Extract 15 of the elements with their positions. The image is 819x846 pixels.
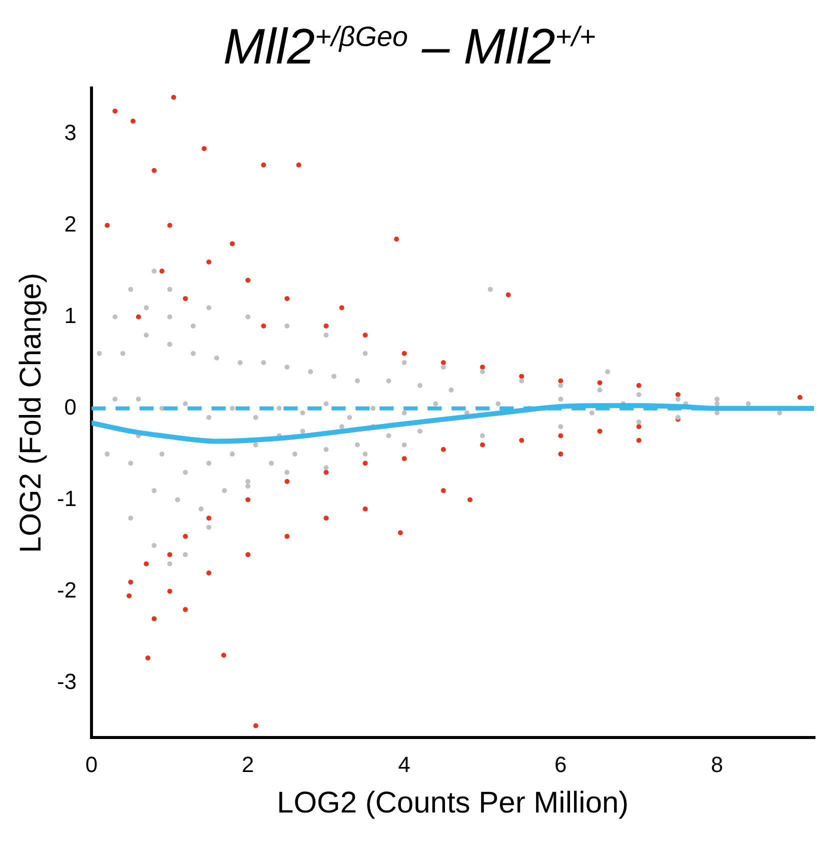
x-tick-label: 8 (710, 752, 724, 777)
y-tick-label: 1 (64, 302, 77, 328)
x-axis-title: LOG2 (Counts Per Million) (276, 786, 629, 820)
x-tick-label: 6 (554, 752, 567, 777)
y-tick-label: -3 (57, 668, 77, 694)
x-tick-label: 0 (85, 752, 98, 777)
chart-title: Mll2$^{+/βGeo}$ – Mll2$^{+/+}$ (222, 18, 597, 77)
x-tick-label: 2 (242, 752, 254, 777)
y-tick-label: -1 (57, 486, 77, 511)
y-tick-label: -2 (57, 577, 77, 602)
x-tick-label: 4 (398, 752, 410, 777)
y-tick-label: 0 (64, 394, 77, 420)
y-tick-label: 3 (64, 120, 77, 145)
y-axis-title: LOG2 (Fold Change) (14, 272, 48, 553)
y-tick-label: 2 (64, 211, 77, 236)
